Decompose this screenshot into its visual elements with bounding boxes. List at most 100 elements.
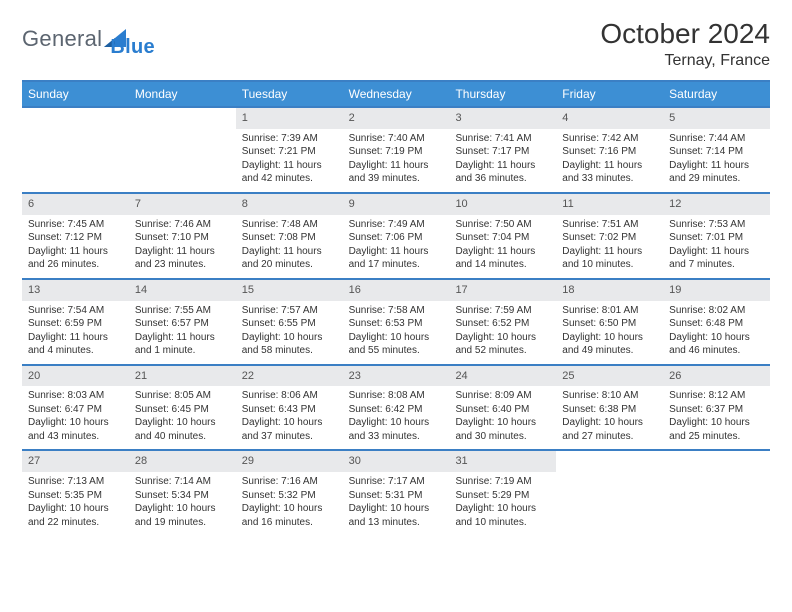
- sunrise: Sunrise: 7:46 AM: [135, 218, 230, 232]
- sunset: Sunset: 5:32 PM: [242, 489, 337, 503]
- daylight: Daylight: 10 hours and 10 minutes.: [455, 502, 550, 529]
- dow-cell: Sunday: [22, 82, 129, 106]
- day-body: Sunrise: 7:17 AMSunset: 5:31 PMDaylight:…: [343, 472, 450, 535]
- day-cell: 5Sunrise: 7:44 AMSunset: 7:14 PMDaylight…: [663, 108, 770, 192]
- sunrise: Sunrise: 7:39 AM: [242, 132, 337, 146]
- day-body: Sunrise: 7:42 AMSunset: 7:16 PMDaylight:…: [556, 129, 663, 192]
- sunset: Sunset: 7:12 PM: [28, 231, 123, 245]
- day-body: Sunrise: 7:41 AMSunset: 7:17 PMDaylight:…: [449, 129, 556, 192]
- sunset: Sunset: 6:57 PM: [135, 317, 230, 331]
- sunrise: Sunrise: 8:10 AM: [562, 389, 657, 403]
- sunrise: Sunrise: 7:42 AM: [562, 132, 657, 146]
- day-body: Sunrise: 8:01 AMSunset: 6:50 PMDaylight:…: [556, 301, 663, 364]
- day-number: 1: [236, 108, 343, 129]
- dow-cell: Monday: [129, 82, 236, 106]
- daylight: Daylight: 10 hours and 40 minutes.: [135, 416, 230, 443]
- day-body: Sunrise: 7:19 AMSunset: 5:29 PMDaylight:…: [449, 472, 556, 535]
- sunset: Sunset: 6:48 PM: [669, 317, 764, 331]
- day-number: 2: [343, 108, 450, 129]
- day-body: Sunrise: 7:48 AMSunset: 7:08 PMDaylight:…: [236, 215, 343, 278]
- daylight: Daylight: 11 hours and 26 minutes.: [28, 245, 123, 272]
- day-number: 23: [343, 366, 450, 387]
- sunrise: Sunrise: 7:45 AM: [28, 218, 123, 232]
- day-number: 14: [129, 280, 236, 301]
- day-number: 21: [129, 366, 236, 387]
- sunrise: Sunrise: 8:03 AM: [28, 389, 123, 403]
- sunrise: Sunrise: 8:02 AM: [669, 304, 764, 318]
- day-cell: 8Sunrise: 7:48 AMSunset: 7:08 PMDaylight…: [236, 194, 343, 278]
- sunrise: Sunrise: 7:54 AM: [28, 304, 123, 318]
- day-number: [663, 451, 770, 457]
- week-row: 27Sunrise: 7:13 AMSunset: 5:35 PMDayligh…: [22, 449, 770, 535]
- week-row: 20Sunrise: 8:03 AMSunset: 6:47 PMDayligh…: [22, 364, 770, 450]
- week-row: 13Sunrise: 7:54 AMSunset: 6:59 PMDayligh…: [22, 278, 770, 364]
- day-body: Sunrise: 8:03 AMSunset: 6:47 PMDaylight:…: [22, 386, 129, 449]
- day-cell: 4Sunrise: 7:42 AMSunset: 7:16 PMDaylight…: [556, 108, 663, 192]
- sunset: Sunset: 6:43 PM: [242, 403, 337, 417]
- sunrise: Sunrise: 7:44 AM: [669, 132, 764, 146]
- sunset: Sunset: 6:50 PM: [562, 317, 657, 331]
- day-number: 17: [449, 280, 556, 301]
- sunrise: Sunrise: 7:41 AM: [455, 132, 550, 146]
- dow-cell: Thursday: [449, 82, 556, 106]
- day-number: 26: [663, 366, 770, 387]
- sunset: Sunset: 6:52 PM: [455, 317, 550, 331]
- sunrise: Sunrise: 8:09 AM: [455, 389, 550, 403]
- dow-row: SundayMondayTuesdayWednesdayThursdayFrid…: [22, 82, 770, 106]
- logo-text-b: Blue: [110, 36, 155, 59]
- daylight: Daylight: 11 hours and 29 minutes.: [669, 159, 764, 186]
- day-number: 5: [663, 108, 770, 129]
- sunset: Sunset: 6:53 PM: [349, 317, 444, 331]
- daylight: Daylight: 10 hours and 58 minutes.: [242, 331, 337, 358]
- sunrise: Sunrise: 7:19 AM: [455, 475, 550, 489]
- sunset: Sunset: 5:34 PM: [135, 489, 230, 503]
- sunset: Sunset: 6:47 PM: [28, 403, 123, 417]
- day-body: Sunrise: 7:39 AMSunset: 7:21 PMDaylight:…: [236, 129, 343, 192]
- day-cell: 13Sunrise: 7:54 AMSunset: 6:59 PMDayligh…: [22, 280, 129, 364]
- sunset: Sunset: 6:42 PM: [349, 403, 444, 417]
- sunset: Sunset: 5:29 PM: [455, 489, 550, 503]
- day-number: 15: [236, 280, 343, 301]
- day-cell: 28Sunrise: 7:14 AMSunset: 5:34 PMDayligh…: [129, 451, 236, 535]
- sunrise: Sunrise: 7:48 AM: [242, 218, 337, 232]
- day-body: Sunrise: 8:06 AMSunset: 6:43 PMDaylight:…: [236, 386, 343, 449]
- day-body: Sunrise: 7:49 AMSunset: 7:06 PMDaylight:…: [343, 215, 450, 278]
- day-cell: 10Sunrise: 7:50 AMSunset: 7:04 PMDayligh…: [449, 194, 556, 278]
- daylight: Daylight: 10 hours and 19 minutes.: [135, 502, 230, 529]
- day-body: Sunrise: 8:02 AMSunset: 6:48 PMDaylight:…: [663, 301, 770, 364]
- day-body: Sunrise: 8:08 AMSunset: 6:42 PMDaylight:…: [343, 386, 450, 449]
- day-number: 10: [449, 194, 556, 215]
- sunset: Sunset: 7:17 PM: [455, 145, 550, 159]
- day-cell: 9Sunrise: 7:49 AMSunset: 7:06 PMDaylight…: [343, 194, 450, 278]
- day-number: [22, 108, 129, 114]
- daylight: Daylight: 10 hours and 46 minutes.: [669, 331, 764, 358]
- day-cell: 15Sunrise: 7:57 AMSunset: 6:55 PMDayligh…: [236, 280, 343, 364]
- sunrise: Sunrise: 7:59 AM: [455, 304, 550, 318]
- day-cell: 16Sunrise: 7:58 AMSunset: 6:53 PMDayligh…: [343, 280, 450, 364]
- daylight: Daylight: 10 hours and 55 minutes.: [349, 331, 444, 358]
- logo-text-a: General: [22, 26, 102, 52]
- day-cell: 22Sunrise: 8:06 AMSunset: 6:43 PMDayligh…: [236, 366, 343, 450]
- sunrise: Sunrise: 7:14 AM: [135, 475, 230, 489]
- day-body: Sunrise: 7:53 AMSunset: 7:01 PMDaylight:…: [663, 215, 770, 278]
- location: Ternay, France: [600, 52, 770, 70]
- sunset: Sunset: 7:06 PM: [349, 231, 444, 245]
- sunrise: Sunrise: 8:06 AM: [242, 389, 337, 403]
- sunrise: Sunrise: 7:40 AM: [349, 132, 444, 146]
- day-cell: 23Sunrise: 8:08 AMSunset: 6:42 PMDayligh…: [343, 366, 450, 450]
- sunrise: Sunrise: 7:53 AM: [669, 218, 764, 232]
- day-cell: 25Sunrise: 8:10 AMSunset: 6:38 PMDayligh…: [556, 366, 663, 450]
- sunrise: Sunrise: 8:05 AM: [135, 389, 230, 403]
- day-cell: 31Sunrise: 7:19 AMSunset: 5:29 PMDayligh…: [449, 451, 556, 535]
- day-body: Sunrise: 8:05 AMSunset: 6:45 PMDaylight:…: [129, 386, 236, 449]
- day-number: 29: [236, 451, 343, 472]
- sunrise: Sunrise: 8:08 AM: [349, 389, 444, 403]
- daylight: Daylight: 10 hours and 30 minutes.: [455, 416, 550, 443]
- week-row: 6Sunrise: 7:45 AMSunset: 7:12 PMDaylight…: [22, 192, 770, 278]
- day-cell: 19Sunrise: 8:02 AMSunset: 6:48 PMDayligh…: [663, 280, 770, 364]
- day-body: Sunrise: 7:57 AMSunset: 6:55 PMDaylight:…: [236, 301, 343, 364]
- day-body: Sunrise: 8:12 AMSunset: 6:37 PMDaylight:…: [663, 386, 770, 449]
- daylight: Daylight: 10 hours and 25 minutes.: [669, 416, 764, 443]
- daylight: Daylight: 11 hours and 42 minutes.: [242, 159, 337, 186]
- sunrise: Sunrise: 7:49 AM: [349, 218, 444, 232]
